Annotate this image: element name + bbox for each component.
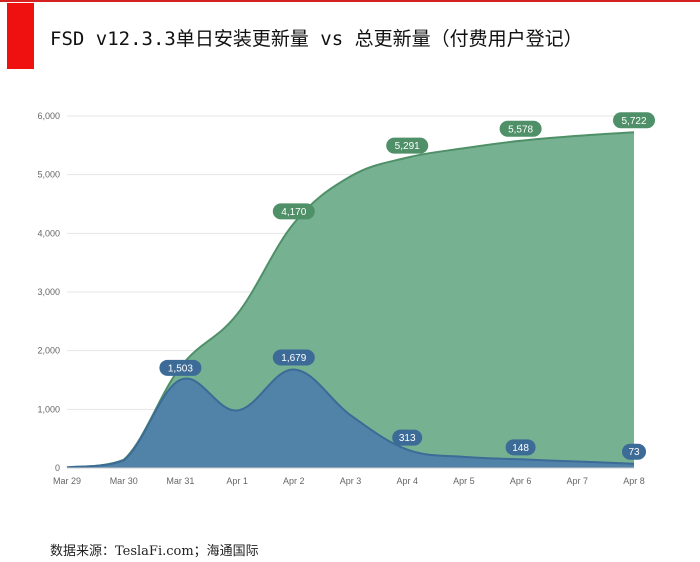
x-tick-label: Apr 6 xyxy=(510,476,532,486)
total-label-badge xyxy=(272,203,315,220)
daily-label-badge xyxy=(392,429,423,446)
y-tick-label: 3,000 xyxy=(37,287,60,297)
daily-label-badge xyxy=(622,443,646,460)
daily-label-badge xyxy=(159,359,202,376)
data-label-layer: 4,170 5,291 5,578 5,722 1,503 1,679 313 148 73 xyxy=(159,112,655,460)
y-tick-label: 6,000 xyxy=(37,111,60,121)
total-data-label: 5,722 xyxy=(621,116,646,127)
total-data-label: 5,578 xyxy=(508,124,533,135)
total-line xyxy=(66,131,635,469)
axis-layer: 0 1,000 2,000 3,000 4,000 5,000 6,000 Mar 29 Mar… xyxy=(37,111,644,486)
x-tick-label: Apr 1 xyxy=(226,476,248,486)
y-tick-label: 5,000 xyxy=(37,170,60,180)
x-tick-label: Apr 3 xyxy=(340,476,362,486)
daily-data-label: 73 xyxy=(628,447,640,458)
source-note: 数据来源：TeslaFi.com；海通国际 xyxy=(50,544,259,559)
x-tick-label: Apr 8 xyxy=(623,476,645,486)
total-area xyxy=(67,132,634,469)
chart-title: FSD v12.3.3单日安装更新量 vs 总更新量（付费用户登记） xyxy=(50,28,583,50)
y-tick-label: 0 xyxy=(55,463,60,473)
x-tick-label: Mar 31 xyxy=(166,476,194,486)
daily-data-label: 148 xyxy=(512,443,529,454)
x-tick-label: Apr 4 xyxy=(396,476,418,486)
daily-area xyxy=(67,369,634,468)
x-tick-label: Apr 2 xyxy=(283,476,305,486)
total-label-badge xyxy=(499,120,542,137)
daily-data-label: 313 xyxy=(399,433,416,444)
x-tick-label: Apr 7 xyxy=(567,476,589,486)
x-tick-label: Apr 5 xyxy=(453,476,475,486)
accent-block xyxy=(7,3,34,69)
x-tick-label: Mar 30 xyxy=(110,476,138,486)
y-tick-label: 2,000 xyxy=(37,346,60,356)
daily-line xyxy=(66,368,635,469)
x-tick-label: Mar 29 xyxy=(53,476,81,486)
daily-label-badge xyxy=(505,439,536,456)
daily-data-label: 1,503 xyxy=(168,363,193,374)
area-layer xyxy=(66,131,635,469)
total-data-label: 4,170 xyxy=(281,207,306,218)
top-rule xyxy=(0,0,700,2)
total-data-label: 5,291 xyxy=(395,141,420,152)
total-label-badge xyxy=(613,112,655,129)
total-label-badge xyxy=(386,137,429,154)
y-tick-label: 1,000 xyxy=(37,404,60,414)
daily-data-label: 1,679 xyxy=(281,353,306,364)
daily-label-badge xyxy=(272,349,315,366)
y-tick-label: 4,000 xyxy=(37,228,60,238)
